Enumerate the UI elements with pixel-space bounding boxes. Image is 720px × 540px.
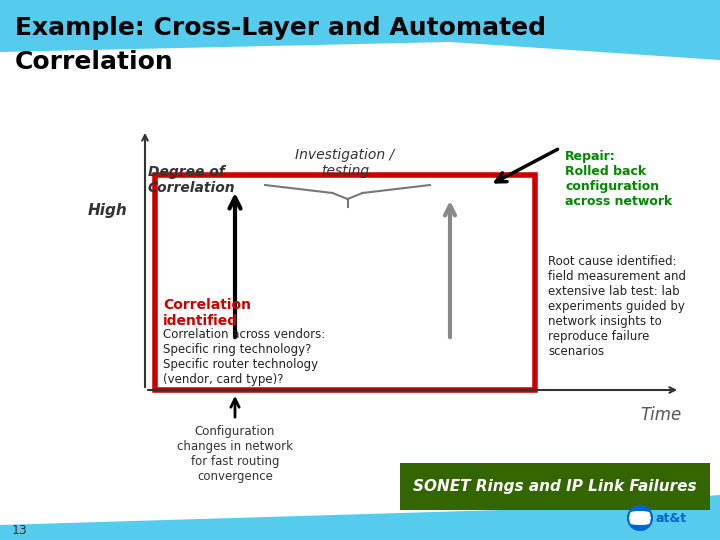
Text: 13: 13 (12, 523, 28, 537)
Text: at&t: at&t (655, 511, 686, 524)
Text: Correlation: Correlation (15, 50, 174, 74)
Polygon shape (0, 495, 720, 540)
Text: Root cause identified:
field measurement and
extensive lab test: lab
experiments: Root cause identified: field measurement… (548, 255, 686, 358)
Bar (400, 463, 710, 510)
Ellipse shape (629, 516, 652, 520)
Text: Degree of
Correlation: Degree of Correlation (148, 165, 235, 195)
Ellipse shape (629, 519, 652, 524)
Text: Correlation across vendors:
Specific ring technology?
Specific router technology: Correlation across vendors: Specific rin… (163, 328, 325, 386)
Text: High: High (88, 202, 128, 218)
Text: Time: Time (640, 406, 681, 424)
Text: Investigation /
testing: Investigation / testing (295, 148, 395, 178)
Text: SONET Rings and IP Link Failures: SONET Rings and IP Link Failures (413, 480, 697, 495)
Ellipse shape (629, 512, 652, 516)
Text: Configuration
changes in network
for fast routing
convergence: Configuration changes in network for fas… (177, 425, 293, 483)
Text: Example: Cross-Layer and Automated: Example: Cross-Layer and Automated (15, 16, 546, 40)
Bar (155, 175, 535, 390)
Polygon shape (0, 0, 720, 60)
Text: Repair:
Rolled back
configuration
across network: Repair: Rolled back configuration across… (565, 150, 672, 208)
Circle shape (628, 506, 652, 530)
Text: Correlation
identified: Correlation identified (163, 298, 251, 328)
